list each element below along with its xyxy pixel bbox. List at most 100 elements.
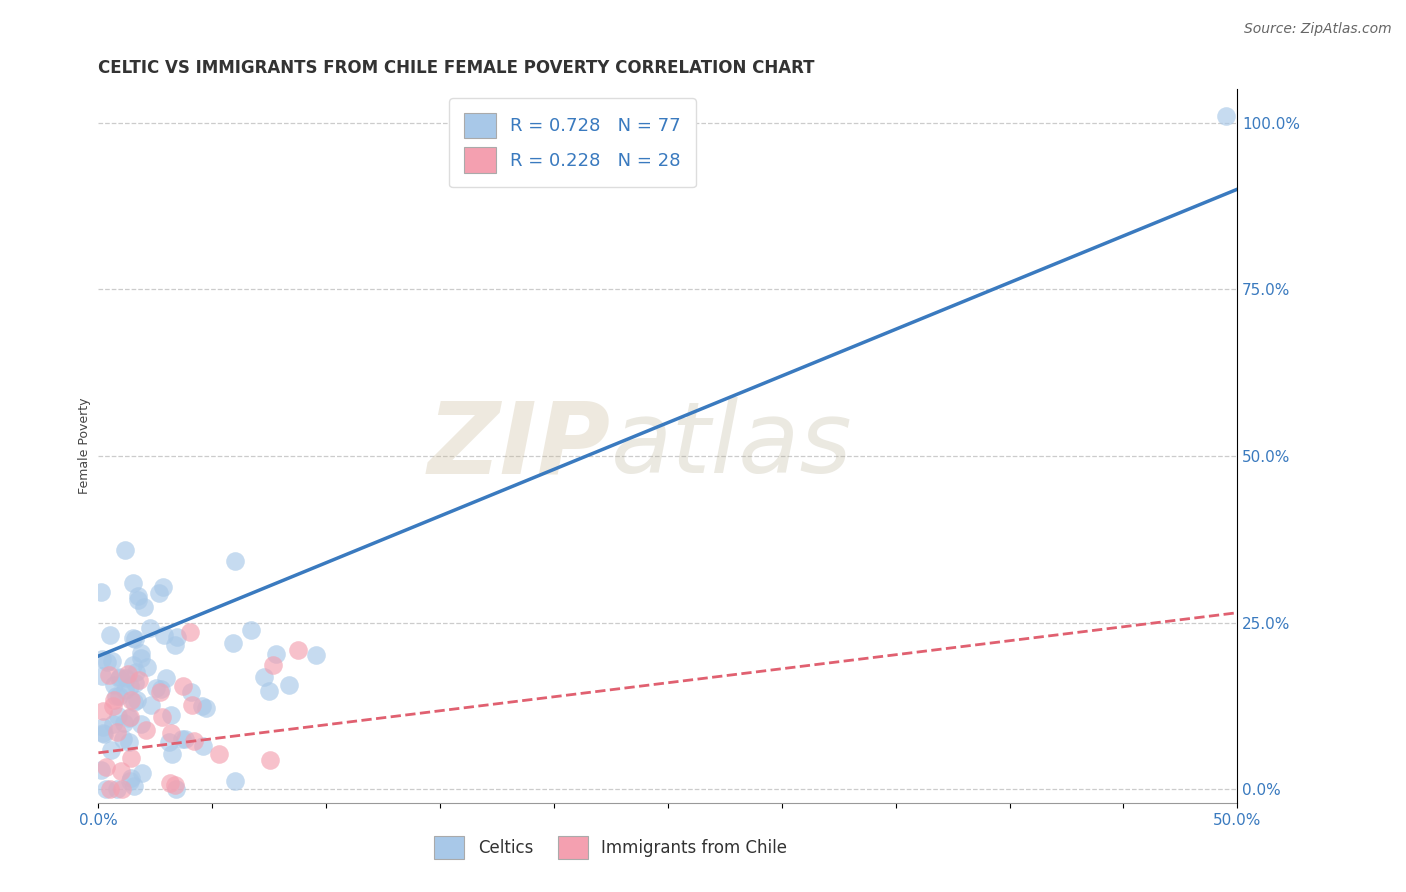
Point: [153, 628, 176, 642]
Point: [131, 766, 153, 780]
Point: [127, 589, 149, 603]
Point: [264, 647, 287, 661]
Point: [94, 760, 117, 774]
Point: [93, 726, 115, 740]
Point: [117, 667, 139, 681]
Point: [91, 726, 114, 740]
Point: [105, 689, 128, 703]
Point: [257, 683, 280, 698]
Point: [105, 724, 128, 739]
Point: [148, 586, 170, 600]
Text: CELTIC VS IMMIGRANTS FROM CHILE FEMALE POVERTY CORRELATION CHART: CELTIC VS IMMIGRANTS FROM CHILE FEMALE P…: [98, 59, 815, 77]
Text: Source: ZipAtlas.com: Source: ZipAtlas.com: [1244, 22, 1392, 37]
Point: [165, 639, 187, 653]
Point: [105, 782, 128, 797]
Point: [152, 580, 174, 594]
Point: [90, 585, 112, 599]
Point: [118, 711, 141, 725]
Text: atlas: atlas: [612, 398, 852, 494]
Point: [110, 764, 132, 778]
Point: [114, 683, 136, 698]
Point: [129, 646, 152, 660]
Point: [278, 678, 301, 692]
Point: [132, 600, 155, 615]
Point: [91, 704, 114, 718]
Point: [108, 670, 131, 684]
Point: [122, 576, 145, 591]
Point: [262, 658, 284, 673]
Point: [118, 774, 141, 789]
Point: [96, 655, 118, 669]
Point: [112, 716, 135, 731]
Point: [173, 679, 195, 693]
Point: [110, 782, 132, 797]
Point: [124, 632, 146, 646]
Point: [114, 671, 136, 685]
Point: [114, 542, 136, 557]
Point: [103, 717, 125, 731]
Point: [120, 771, 142, 785]
Point: [208, 747, 231, 761]
Point: [118, 735, 141, 749]
Point: [108, 671, 131, 685]
Point: [91, 720, 114, 734]
Point: [145, 681, 167, 696]
Point: [173, 732, 195, 747]
Point: [159, 708, 181, 723]
Point: [163, 778, 186, 792]
Point: [179, 625, 201, 640]
Point: [112, 731, 135, 746]
Point: [287, 643, 309, 657]
Point: [160, 747, 183, 762]
Point: [1215, 109, 1237, 123]
Point: [90, 669, 112, 683]
Text: ZIP: ZIP: [427, 398, 612, 494]
Point: [224, 774, 246, 789]
Point: [98, 668, 121, 682]
Legend: Celtics, Immigrants from Chile: Celtics, Immigrants from Chile: [427, 829, 794, 866]
Point: [103, 678, 125, 692]
Point: [150, 710, 173, 724]
Point: [259, 753, 281, 767]
Point: [149, 684, 172, 698]
Point: [150, 681, 173, 696]
Point: [129, 651, 152, 665]
Point: [107, 708, 129, 723]
Point: [305, 648, 328, 663]
Point: [224, 554, 246, 568]
Point: [191, 698, 214, 713]
Point: [124, 695, 146, 709]
Point: [222, 636, 245, 650]
Point: [159, 776, 181, 790]
Point: [120, 692, 142, 706]
Point: [125, 665, 148, 679]
Point: [101, 654, 124, 668]
Point: [194, 700, 217, 714]
Point: [129, 716, 152, 731]
Point: [96, 782, 118, 797]
Point: [122, 780, 145, 794]
Point: [135, 660, 157, 674]
Point: [124, 676, 146, 690]
Point: [165, 782, 187, 797]
Point: [155, 671, 177, 685]
Point: [180, 685, 202, 699]
Point: [118, 710, 141, 724]
Point: [98, 628, 121, 642]
Point: [170, 731, 193, 746]
Point: [120, 680, 142, 694]
Point: [138, 621, 160, 635]
Point: [166, 631, 188, 645]
Point: [183, 734, 205, 748]
Point: [100, 743, 122, 757]
Point: [91, 652, 114, 666]
Point: [253, 670, 276, 684]
Point: [125, 693, 148, 707]
Point: [121, 658, 143, 673]
Point: [101, 698, 124, 713]
Point: [103, 693, 125, 707]
Point: [121, 631, 143, 645]
Y-axis label: Female Poverty: Female Poverty: [79, 398, 91, 494]
Point: [193, 739, 215, 753]
Point: [120, 751, 142, 765]
